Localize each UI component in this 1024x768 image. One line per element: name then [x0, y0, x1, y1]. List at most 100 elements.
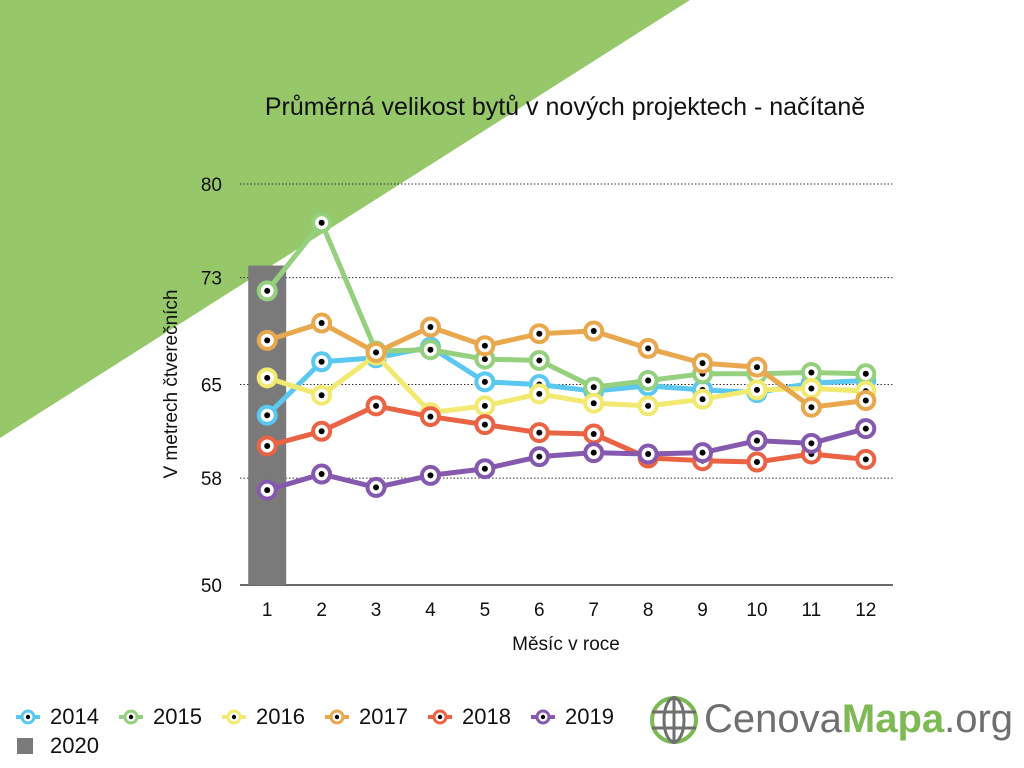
y-tick-label: 50 [201, 576, 222, 597]
globe-icon [650, 696, 698, 744]
legend-item-2018: 2018 [426, 704, 511, 730]
data-point-center [264, 412, 271, 419]
data-point-center [536, 453, 543, 460]
data-point-center [481, 465, 488, 472]
data-point-center [373, 484, 380, 491]
gridlines [240, 183, 893, 586]
legend-label: 2015 [153, 704, 202, 729]
legend-item-2016: 2016 [220, 704, 305, 730]
data-point-center [753, 386, 760, 393]
data-point-center [590, 400, 597, 407]
legend-item-2015: 2015 [117, 704, 202, 730]
data-point-center [590, 328, 597, 335]
legend-bar-swatch [17, 738, 33, 754]
x-tick-label: 10 [746, 600, 767, 621]
data-point-center [427, 324, 434, 331]
legend-item-2019: 2019 [529, 704, 614, 730]
data-point-center [427, 346, 434, 353]
data-point-center [318, 219, 325, 226]
x-axis-label: Měsíc v roce [512, 634, 620, 655]
series-line-2015 [264, 220, 869, 390]
legend-item-2020: 2020 [14, 733, 99, 759]
data-point-center [318, 392, 325, 399]
y-tick-labels: 50 58 65 73 80 [201, 175, 222, 597]
background-green-triangle [0, 0, 690, 438]
data-point-center [481, 421, 488, 428]
data-point-center [264, 374, 271, 381]
y-tick-label: 80 [201, 175, 222, 196]
x-tick-label: 1 [262, 600, 273, 621]
y-tick-label: 73 [201, 269, 222, 290]
data-point-center [536, 429, 543, 436]
legend-label: 2014 [50, 704, 99, 729]
series-2015 [256, 212, 877, 398]
data-point-center [590, 384, 597, 391]
data-point-center [645, 402, 652, 409]
legend-line-swatch [325, 709, 349, 725]
legend-label: 2019 [565, 704, 614, 729]
data-point-center [808, 404, 815, 411]
legend-item-2017: 2017 [323, 704, 408, 730]
x-tick-label: 11 [802, 600, 822, 621]
legend-line-swatch [428, 709, 452, 725]
data-point-center [862, 456, 869, 463]
chart-title: Průměrná velikost bytů v nových projekte… [264, 93, 866, 121]
data-point-center [481, 356, 488, 363]
series-2019 [256, 418, 877, 501]
legend-item-2014: 2014 [14, 704, 99, 730]
data-point-center [536, 357, 543, 364]
data-point-center [590, 449, 597, 456]
data-point-center [427, 472, 434, 479]
line-series [256, 212, 877, 501]
legend-line-swatch [119, 709, 143, 725]
data-point-center [645, 377, 652, 384]
data-point-center [264, 287, 271, 294]
data-point-center [481, 342, 488, 349]
x-tick-label: 3 [371, 600, 382, 621]
data-point-center [862, 370, 869, 377]
legend-label: 2016 [256, 704, 305, 729]
x-tick-label: 12 [855, 600, 876, 621]
legend-label: 2017 [359, 704, 408, 729]
data-point-center [318, 320, 325, 327]
legend-line-swatch [16, 709, 40, 725]
x-tick-labels: 1 2 3 4 5 6 7 8 9 10 11 12 [262, 600, 876, 621]
data-point-center [645, 451, 652, 458]
data-point-center [264, 442, 271, 449]
legend-line-swatch [222, 709, 246, 725]
series-2017 [256, 312, 877, 418]
data-point-center [536, 330, 543, 337]
y-axis-label: V metrech čtverečních [161, 289, 182, 479]
y-tick-label: 58 [201, 469, 222, 490]
data-point-center [590, 430, 597, 437]
data-point-center [699, 396, 706, 403]
data-point-center [536, 390, 543, 397]
data-point-center [373, 349, 380, 356]
x-tick-label: 9 [697, 600, 708, 621]
data-point-center [862, 425, 869, 432]
data-point-center [699, 449, 706, 456]
legend-label: 2020 [50, 733, 99, 758]
data-point-center [318, 428, 325, 435]
x-tick-label: 7 [588, 600, 599, 621]
data-point-center [645, 345, 652, 352]
data-point-center [862, 397, 869, 404]
y-tick-label: 65 [201, 376, 222, 397]
data-point-center [481, 402, 488, 409]
x-tick-label: 4 [425, 600, 436, 621]
data-point-center [264, 487, 271, 494]
data-point-center [699, 360, 706, 367]
data-point-center [373, 402, 380, 409]
series-2018 [256, 395, 877, 473]
x-tick-label: 2 [316, 600, 327, 621]
data-point-center [318, 358, 325, 365]
data-point-center [808, 369, 815, 376]
series-2014 [256, 336, 877, 426]
x-tick-label: 6 [534, 600, 545, 621]
data-point-center [427, 413, 434, 420]
data-point-center [753, 459, 760, 466]
legend-label: 2018 [462, 704, 511, 729]
x-tick-label: 8 [643, 600, 654, 621]
data-point-center [808, 440, 815, 447]
